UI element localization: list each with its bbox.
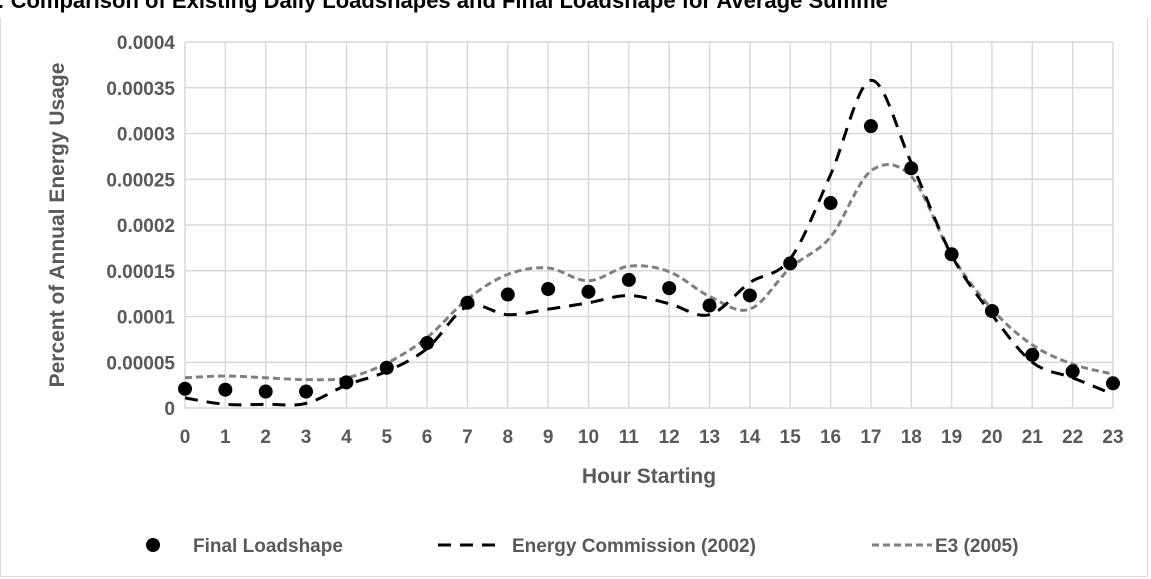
data-point-final-loadshape	[621, 272, 636, 287]
data-point-final-loadshape	[339, 375, 354, 390]
data-point-final-loadshape	[460, 295, 475, 310]
data-point-final-loadshape	[218, 382, 233, 397]
data-point-final-loadshape	[783, 256, 798, 271]
chart-title-strip: igure 1: Comparison of Existing Daily Lo…	[0, 0, 1151, 18]
x-tick-label: 10	[578, 427, 599, 448]
x-tick-label: 5	[381, 427, 392, 448]
x-tick-label: 1	[220, 427, 231, 448]
legend-label-energy-commission-2002: Energy Commission (2002)	[512, 536, 756, 557]
data-point-final-loadshape	[420, 336, 435, 351]
x-tick-label: 17	[860, 427, 881, 448]
x-tick-label: 15	[780, 427, 802, 448]
data-point-final-loadshape	[944, 247, 959, 262]
y-tick-label: 0.00035	[106, 79, 175, 100]
x-tick-label: 20	[981, 427, 1002, 448]
legend-marker-final-loadshape	[146, 538, 160, 552]
x-tick-label: 21	[1022, 427, 1044, 448]
data-point-final-loadshape	[299, 384, 314, 399]
legend-label-e3-2005: E3 (2005)	[935, 536, 1018, 557]
data-point-final-loadshape	[379, 360, 394, 375]
chart-frame	[0, 18, 1148, 577]
series-line-e3-2005	[184, 163, 1114, 382]
data-point-final-loadshape	[581, 284, 596, 299]
x-tick-label: 8	[502, 427, 513, 448]
data-point-final-loadshape	[823, 196, 838, 211]
y-tick-label: 0.00015	[106, 262, 175, 283]
data-point-final-loadshape	[984, 304, 999, 319]
x-tick-label: 16	[820, 427, 841, 448]
x-tick-label: 0	[180, 427, 191, 448]
x-tick-label: 18	[901, 427, 922, 448]
data-point-final-loadshape	[662, 281, 677, 296]
x-tick-label: 23	[1102, 427, 1123, 448]
y-tick-label: 0.0003	[117, 125, 175, 146]
series-line-energy-commission-2002	[184, 78, 1114, 407]
chart-title: igure 1: Comparison of Existing Daily Lo…	[0, 0, 888, 13]
data-point-final-loadshape	[178, 381, 192, 396]
data-point-final-loadshape	[702, 298, 717, 313]
x-tick-label: 3	[301, 427, 312, 448]
data-point-final-loadshape	[1106, 376, 1120, 391]
x-tick-label: 19	[941, 427, 962, 448]
y-tick-label: 0.0004	[117, 33, 176, 54]
data-point-final-loadshape	[541, 282, 556, 297]
x-tick-label: 11	[619, 427, 640, 448]
x-tick-label: 22	[1062, 427, 1083, 448]
data-point-final-loadshape	[1065, 364, 1080, 379]
x-tick-label: 12	[659, 427, 680, 448]
x-tick-label: 7	[462, 427, 473, 448]
y-axis-title: Percent of Annual Energy Usage	[46, 63, 69, 388]
x-tick-label: 4	[341, 427, 352, 448]
x-axis-title: Hour Starting	[582, 465, 716, 488]
y-tick-label: 0.0001	[117, 308, 176, 329]
x-tick-label: 14	[739, 427, 761, 448]
x-tick-label: 6	[422, 427, 433, 448]
data-point-final-loadshape	[742, 288, 757, 303]
data-point-final-loadshape	[1025, 347, 1040, 362]
data-point-final-loadshape	[258, 384, 273, 399]
y-tick-label: 0.00025	[106, 170, 175, 191]
y-tick-label: 0	[164, 399, 175, 420]
legend-label-final-loadshape: Final Loadshape	[193, 536, 343, 557]
x-tick-label: 9	[543, 427, 554, 448]
data-point-final-loadshape	[904, 161, 919, 176]
data-point-final-loadshape	[863, 119, 878, 134]
y-tick-label: 0.0002	[117, 216, 175, 237]
x-tick-label: 13	[699, 427, 720, 448]
x-tick-label: 2	[260, 427, 271, 448]
y-tick-label: 0.00005	[106, 353, 175, 374]
data-point-final-loadshape	[500, 287, 515, 302]
